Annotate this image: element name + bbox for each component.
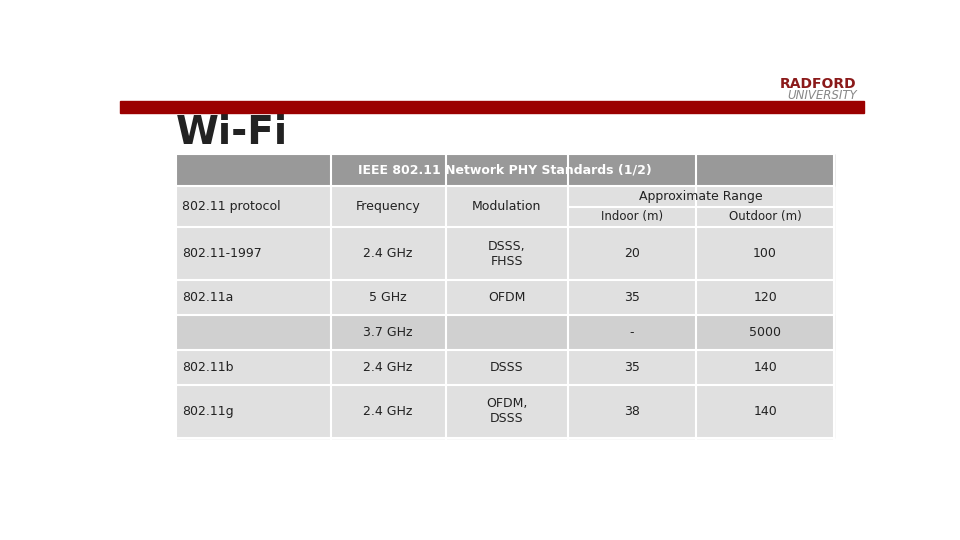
Bar bbox=[176, 280, 834, 315]
Bar bbox=[176, 186, 834, 227]
Bar bbox=[176, 227, 834, 280]
Text: 5000: 5000 bbox=[749, 326, 781, 339]
Text: 2.4 GHz: 2.4 GHz bbox=[364, 247, 413, 260]
Text: Outdoor (m): Outdoor (m) bbox=[729, 210, 802, 224]
Text: 802.11 protocol: 802.11 protocol bbox=[181, 200, 280, 213]
Text: 2.4 GHz: 2.4 GHz bbox=[364, 405, 413, 418]
Text: 140: 140 bbox=[754, 361, 777, 374]
Text: Wi-Fi: Wi-Fi bbox=[176, 114, 288, 152]
Text: 802.11b: 802.11b bbox=[181, 361, 233, 374]
Bar bbox=[176, 315, 834, 350]
Text: OFDM,
DSSS: OFDM, DSSS bbox=[486, 397, 527, 426]
Text: 100: 100 bbox=[754, 247, 777, 260]
Text: 2.4 GHz: 2.4 GHz bbox=[364, 361, 413, 374]
Text: 120: 120 bbox=[754, 291, 777, 304]
Text: Frequency: Frequency bbox=[356, 200, 420, 213]
Bar bbox=[176, 154, 834, 186]
Bar bbox=[120, 101, 864, 113]
Text: 3.7 GHz: 3.7 GHz bbox=[364, 326, 413, 339]
Bar bbox=[176, 385, 834, 438]
Text: 35: 35 bbox=[624, 361, 639, 374]
Text: RADFORD: RADFORD bbox=[780, 77, 856, 91]
Text: 5 GHz: 5 GHz bbox=[370, 291, 407, 304]
Text: 802.11a: 802.11a bbox=[181, 291, 233, 304]
Text: 35: 35 bbox=[624, 291, 639, 304]
Text: 802.11g: 802.11g bbox=[181, 405, 233, 418]
Text: DSSS,
FHSS: DSSS, FHSS bbox=[488, 240, 525, 268]
Text: Indoor (m): Indoor (m) bbox=[601, 210, 662, 224]
Text: DSSS: DSSS bbox=[490, 361, 523, 374]
Text: 38: 38 bbox=[624, 405, 639, 418]
Text: Approximate Range: Approximate Range bbox=[639, 190, 762, 203]
Text: 140: 140 bbox=[754, 405, 777, 418]
Text: -: - bbox=[630, 326, 634, 339]
Text: IEEE 802.11 Network PHY Standards (1/2): IEEE 802.11 Network PHY Standards (1/2) bbox=[358, 164, 652, 177]
Text: UNIVERSITY: UNIVERSITY bbox=[787, 90, 856, 103]
Text: Modulation: Modulation bbox=[472, 200, 541, 213]
Text: OFDM: OFDM bbox=[488, 291, 525, 304]
Text: 20: 20 bbox=[624, 247, 639, 260]
Text: 802.11-1997: 802.11-1997 bbox=[181, 247, 261, 260]
Bar bbox=[176, 350, 834, 385]
